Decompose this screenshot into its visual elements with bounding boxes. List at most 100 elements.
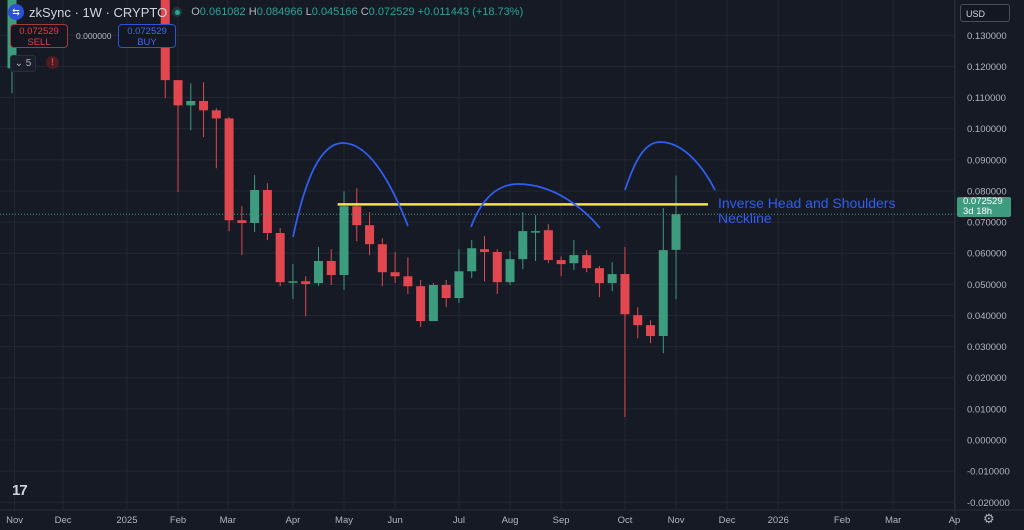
candle [646,320,655,344]
candle [607,262,617,292]
spread-value: 0.000000 [76,31,112,41]
left-shoulder-arc [292,142,409,238]
candle [262,183,272,241]
time-tick-label: Ap [949,515,961,526]
time-tick-label: Apr [286,515,301,526]
candle-body [390,272,400,277]
candle-body [275,232,285,283]
candle [531,215,541,262]
candle [211,108,221,169]
candle [403,257,413,295]
candle-body [556,260,566,265]
candle-body [301,281,311,285]
ohlc-values: O0.061082 H0.084966 L0.045166 C0.072529 … [191,6,524,18]
price-tick-label: 0.110000 [967,93,1006,104]
tradingview-logo-icon[interactable]: 17 [12,482,28,499]
warning-icon[interactable]: ! [46,56,59,69]
candle-body [569,255,579,264]
candle [479,236,489,282]
candle [441,279,451,308]
candle [620,246,630,417]
candle-body [403,276,413,287]
time-tick-label: Feb [170,515,186,526]
candle-body [582,255,592,269]
candle [199,82,209,138]
candle [313,246,323,286]
candle-body [377,244,387,273]
time-tick-label: Feb [834,515,850,526]
time-tick-label: 2026 [768,515,789,526]
candle-body [441,284,451,299]
currency-select[interactable]: USD [960,4,1010,22]
indicators-toggle[interactable]: ⌄ 5 [10,55,36,72]
candle-body [633,315,643,326]
candle-body [237,220,247,224]
price-tick-label: 0.120000 [967,62,1007,73]
chevron-down-icon: ⌄ [14,58,24,69]
candle-body [620,274,630,315]
candle-body [211,110,221,119]
candle [492,249,502,295]
head-arc [470,183,601,229]
time-tick-label: Jul [453,515,465,526]
candle [582,250,592,273]
candle [224,117,234,232]
pattern-annotation[interactable]: Inverse Head and Shoulders Neckline [718,195,896,226]
candle-body [173,80,183,106]
time-tick-label: Mar [885,515,901,526]
time-tick-label: Mar [220,515,236,526]
candle-body [352,206,362,226]
market-status-icon[interactable] [172,7,183,17]
candle-body [607,274,617,284]
candle [467,240,477,279]
candle [454,249,464,304]
candle-body [199,100,209,111]
candle-body [339,206,349,276]
price-tick-label: 0.050000 [967,280,1007,291]
candle [352,188,362,242]
price-tick-label: 0.090000 [967,155,1007,166]
candle [390,251,400,284]
time-tick-label: Nov [668,515,685,526]
sell-button[interactable]: 0.072529 SELL [10,24,68,48]
candle-body [671,214,681,250]
candle-body [531,231,541,233]
candle-body [186,100,196,106]
candle [428,283,438,322]
buy-button[interactable]: 0.072529 BUY [118,24,176,48]
last-price-label: 0.072529 3d 18h [957,197,1011,217]
candle-body [505,259,515,283]
candle [173,80,183,193]
candle-body [467,248,477,272]
candle-body [326,261,336,276]
price-tick-label: 0.100000 [967,124,1007,135]
candle-body [288,281,298,283]
time-tick-label: Nov [6,515,23,526]
candle [301,276,311,317]
candle-body [454,271,464,299]
candle [326,249,336,285]
price-tick-label: 0.060000 [967,249,1007,260]
candle [658,208,668,354]
time-tick-label: Jun [387,515,402,526]
price-tick-label: 0.080000 [967,186,1007,197]
symbol-title[interactable]: zkSync · 1W · CRYPTO [29,4,168,20]
time-tick-label: 2025 [116,515,137,526]
candle [186,83,196,131]
candle [671,175,681,300]
candle [569,240,579,271]
candle-body [262,190,272,233]
time-tick-label: May [335,515,353,526]
candle-body [224,118,234,221]
gear-icon[interactable]: ⚙ [983,511,995,526]
price-tick-label: -0.020000 [967,498,1010,509]
price-tick-label: 0.130000 [967,31,1007,42]
candle [288,264,298,299]
symbol-header: ⇆ zkSync · 1W · CRYPTO O0.061082 H0.0849… [8,4,523,20]
candle-body [365,225,375,245]
candle [275,228,285,287]
time-axis: Nov Dec 2025 Feb Mar Apr May Jun Jul Aug Sep Oct Nov… [0,509,1024,526]
candle [339,191,349,290]
candle-body [658,250,668,337]
